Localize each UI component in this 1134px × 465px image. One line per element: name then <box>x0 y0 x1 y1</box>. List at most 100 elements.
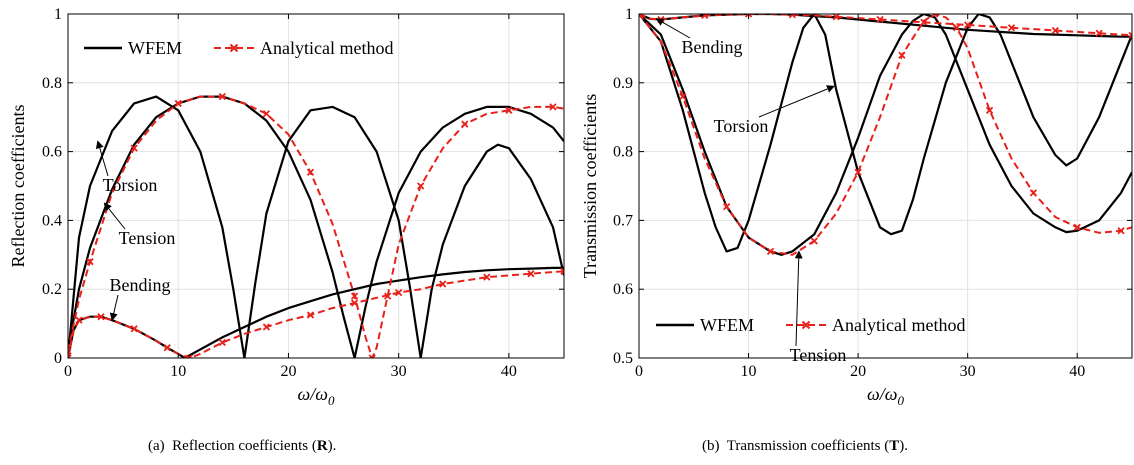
analytical-tension-marker <box>549 103 557 111</box>
analytical-tension-marker <box>723 203 731 211</box>
x-tick-label: 0 <box>635 363 643 380</box>
plot-area <box>639 14 1132 256</box>
analytical-tension-marker <box>1029 189 1038 197</box>
y-tick-label: 0.7 <box>613 212 633 229</box>
analytical-tension-marker <box>505 106 513 114</box>
analytical-bending-marker <box>1128 31 1132 39</box>
caption-b-text: Transmission coefficients ( <box>726 438 890 454</box>
analytical-tension-marker <box>985 106 994 114</box>
analytical-tension-line <box>639 14 1132 256</box>
analytical-tension-marker <box>68 347 72 355</box>
caption-a-symbol: R <box>316 438 328 454</box>
y-tick-label: 1 <box>625 6 633 23</box>
transmission-chart: 0 10 20 30 400.50.60.70.80.91ω/ω0Transmissio… <box>580 6 1133 408</box>
analytical-tension-marker <box>86 258 94 266</box>
y-tick-label: 0.6 <box>613 281 633 298</box>
y-axis-label: Reflection coefficients <box>8 104 28 267</box>
annotation-torsion: Torsion <box>103 175 158 195</box>
y-tick-label: 0.8 <box>613 144 633 161</box>
analytical-tension-marker <box>898 51 906 59</box>
analytical-tension-marker <box>931 14 939 18</box>
caption-reflection: (a) Reflection coefficients (R). <box>148 438 336 455</box>
annotation-arrow-torsion <box>758 85 835 118</box>
analytical-bending-marker <box>1051 26 1059 35</box>
analytical-tension-marker <box>262 110 271 118</box>
x-axis-label-subscript: 0 <box>328 393 335 408</box>
y-tick-label: 0 <box>54 350 62 367</box>
analytical-tension-marker <box>218 92 226 101</box>
wfem-torsion-line <box>68 95 564 358</box>
legend-analytical-marker <box>801 320 811 330</box>
annotation-arrow-tension <box>794 250 803 347</box>
analytical-tension-marker <box>130 144 138 152</box>
caption-a-label: (a) <box>148 438 165 454</box>
x-axis-label-main: ω/ω <box>298 384 328 404</box>
caption-a-end: ). <box>327 438 337 454</box>
legend-wfem-label: WFEM <box>700 315 754 335</box>
analytical-bending-marker <box>218 338 226 347</box>
analytical-bending-marker <box>130 325 138 333</box>
analytical-tension-marker <box>417 182 425 190</box>
y-tick-label: 0.8 <box>42 75 62 92</box>
analytical-bending-marker <box>876 15 884 24</box>
x-axis-label-main: ω/ω <box>867 384 897 404</box>
x-tick-label: 0 <box>64 363 72 380</box>
caption-b-symbol: T <box>889 438 900 454</box>
analytical-tension-marker <box>766 247 775 255</box>
analytical-tension-marker <box>368 354 376 358</box>
analytical-bending-marker <box>920 18 928 26</box>
analytical-bending-marker <box>701 14 709 20</box>
analytical-bending-marker <box>68 354 72 358</box>
analytical-bending-marker <box>75 316 83 324</box>
caption-transmission: (b) Transmission coefficients (T). <box>702 438 908 455</box>
x-tick-label: 20 <box>850 363 866 380</box>
y-axis-label: Transmission coefficients <box>580 94 600 279</box>
wfem-torsion-line <box>639 14 1132 253</box>
analytical-tension-marker <box>679 92 687 101</box>
legend-wfem-label: WFEM <box>128 38 182 58</box>
x-axis-label: ω/ω0 <box>298 384 335 408</box>
analytical-bending-marker <box>639 14 643 18</box>
analytical-bending-marker <box>97 313 105 321</box>
analytical-bending-marker <box>1007 24 1016 32</box>
legend: WFEM Analytical method <box>656 315 965 335</box>
x-axis-label: ω/ω0 <box>867 384 904 408</box>
annotation-arrow-tension <box>103 202 126 230</box>
caption-b-label: (b) <box>702 438 720 454</box>
analytical-bending-marker <box>527 270 535 278</box>
y-tick-label: 0.6 <box>42 144 62 161</box>
legend: WFEM Analytical method <box>84 38 393 58</box>
x-tick-label: 20 <box>280 363 296 380</box>
analytical-tension-marker <box>854 168 862 176</box>
analytical-bending-marker <box>1095 29 1103 37</box>
analytical-tension-marker <box>174 99 182 108</box>
analytical-tension-marker <box>953 24 961 32</box>
y-tick-label: 0.2 <box>42 281 62 298</box>
axes-frame <box>67 13 565 359</box>
x-tick-label: 10 <box>741 363 757 380</box>
analytical-bending-marker <box>395 289 403 297</box>
annotation-tension: Tension <box>790 345 847 365</box>
y-tick-label: 0.4 <box>42 212 62 229</box>
analytical-tension-marker <box>1073 223 1081 231</box>
x-tick-label: 40 <box>1069 363 1085 380</box>
legend-analytical-label: Analytical method <box>832 315 965 335</box>
analytical-bending-marker <box>964 21 972 29</box>
analytical-bending-marker <box>185 354 193 358</box>
x-tick-label: 30 <box>391 363 407 380</box>
annotation-bending: Bending <box>110 275 171 295</box>
analytical-tension-marker <box>1117 227 1125 235</box>
annotation-arrow-bending <box>109 294 119 322</box>
x-tick-label: 10 <box>170 363 186 380</box>
x-tick-label: 30 <box>960 363 976 380</box>
analytical-tension-line <box>68 95 564 358</box>
y-tick-label: 1 <box>54 6 62 23</box>
wfem-tension-line <box>68 95 564 358</box>
axes-frame <box>638 13 1133 359</box>
analytical-tension-marker <box>810 237 818 245</box>
legend-analytical-marker <box>229 43 239 53</box>
annotation-tension: Tension <box>119 228 176 248</box>
analytical-tension-marker <box>461 120 469 128</box>
analytical-bending-marker <box>483 273 491 281</box>
